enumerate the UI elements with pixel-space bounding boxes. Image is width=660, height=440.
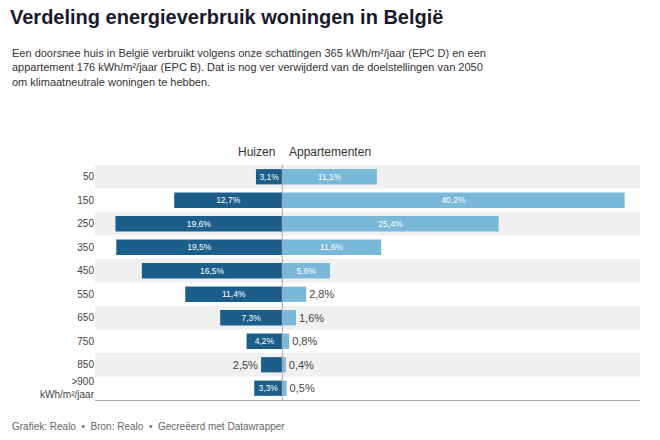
svg-text:11,6%: 11,6% bbox=[320, 242, 344, 252]
svg-text:Grafiek: Realo • Bron: Realo: Grafiek: Realo • Bron: Realo • Gecreëerd… bbox=[12, 421, 285, 432]
svg-text:Verdeling energieverbruik woni: Verdeling energieverbruik woningen in Be… bbox=[10, 6, 443, 28]
svg-text:150: 150 bbox=[77, 195, 94, 206]
svg-text:11,1%: 11,1% bbox=[318, 172, 342, 182]
svg-text:3,3%: 3,3% bbox=[259, 383, 279, 393]
svg-text:0,8%: 0,8% bbox=[292, 335, 317, 347]
svg-text:11,4%: 11,4% bbox=[222, 289, 246, 299]
svg-text:16,5%: 16,5% bbox=[200, 266, 225, 276]
svg-text:25,4%: 25,4% bbox=[378, 219, 403, 229]
svg-text:1,6%: 1,6% bbox=[299, 312, 324, 324]
svg-text:850: 850 bbox=[77, 359, 94, 370]
svg-text:19,6%: 19,6% bbox=[187, 219, 212, 229]
svg-text:7,3%: 7,3% bbox=[241, 313, 261, 323]
svg-text:4,2%: 4,2% bbox=[255, 336, 275, 346]
svg-text:650: 650 bbox=[77, 312, 94, 323]
svg-text:50: 50 bbox=[83, 171, 95, 182]
svg-text:450: 450 bbox=[77, 265, 94, 276]
svg-text:Appartementen: Appartementen bbox=[289, 145, 371, 159]
svg-text:12,7%: 12,7% bbox=[216, 195, 241, 205]
svg-text:350: 350 bbox=[77, 242, 94, 253]
svg-text:550: 550 bbox=[77, 289, 94, 300]
svg-text:0,5%: 0,5% bbox=[290, 382, 315, 394]
svg-text:>900kWh/m²/jaar: >900kWh/m²/jaar bbox=[40, 376, 95, 400]
svg-text:19,5%: 19,5% bbox=[187, 242, 212, 252]
svg-text:2,5%: 2,5% bbox=[233, 359, 258, 371]
svg-text:750: 750 bbox=[77, 336, 94, 347]
svg-text:Een doorsnee huis in België ve: Een doorsnee huis in België verbruikt vo… bbox=[12, 47, 486, 88]
svg-text:2,8%: 2,8% bbox=[309, 288, 334, 300]
svg-text:Huizen: Huizen bbox=[238, 145, 275, 159]
svg-text:0,4%: 0,4% bbox=[289, 359, 314, 371]
svg-text:250: 250 bbox=[77, 218, 94, 229]
svg-text:5,6%: 5,6% bbox=[296, 266, 316, 276]
svg-text:40,2%: 40,2% bbox=[441, 195, 466, 205]
svg-text:3,1%: 3,1% bbox=[259, 172, 279, 182]
